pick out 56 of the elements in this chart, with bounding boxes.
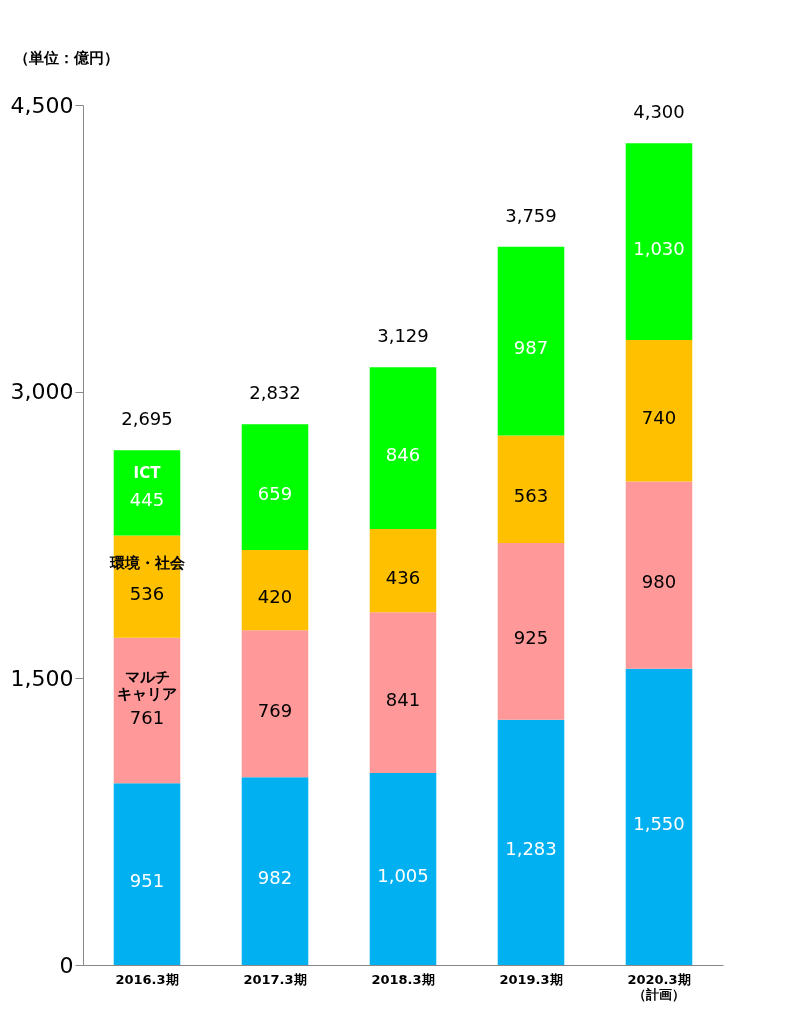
x-tick-label: 2020.3期（計画） [627, 971, 691, 1002]
total-label: 2,695 [121, 408, 173, 430]
bar [113, 783, 181, 965]
data-label: 445 [129, 488, 165, 510]
x-tick-label: 2019.3期 [499, 971, 563, 987]
bar [369, 612, 437, 773]
bar [625, 668, 693, 965]
bar [369, 528, 437, 613]
data-label: 563 [513, 485, 549, 507]
bar [113, 637, 181, 784]
bar [625, 340, 693, 482]
bar [625, 481, 693, 669]
bar [369, 367, 437, 529]
data-label: 1,283 [505, 838, 557, 860]
data-label: 841 [385, 688, 421, 710]
bar [497, 543, 565, 720]
y-tick-label: 4,500 [10, 92, 74, 118]
y-tick-label: 0 [59, 952, 74, 978]
data-label: 659 [257, 483, 293, 505]
bar [241, 777, 309, 965]
bar [369, 772, 437, 965]
y-tick-label: 3,000 [10, 379, 74, 405]
bar [497, 435, 565, 544]
bar [113, 450, 181, 536]
bar [497, 719, 565, 965]
total-label: 3,129 [377, 325, 429, 347]
data-label: 536 [129, 582, 165, 604]
total-label: 2,832 [249, 382, 301, 404]
data-label: 761 [129, 706, 165, 728]
y-axis-title: （単位：億円） [13, 48, 119, 67]
data-label: 980 [641, 571, 677, 593]
series-label: ICT [133, 464, 162, 483]
x-tick-label: 2018.3期 [371, 971, 435, 987]
data-label: 420 [257, 586, 293, 608]
data-label: 1,005 [377, 864, 429, 886]
data-label: 925 [513, 627, 549, 649]
total-label: 4,300 [633, 101, 685, 123]
data-label: 951 [129, 870, 165, 892]
data-label: 987 [513, 337, 549, 359]
bar [241, 550, 309, 631]
y-tick-label: 1,500 [10, 665, 74, 691]
bar [241, 424, 309, 551]
x-tick-label: 2016.3期 [115, 971, 179, 987]
data-label: 740 [641, 406, 677, 428]
bar [241, 630, 309, 778]
data-label: 769 [257, 699, 293, 721]
total-label: 3,759 [505, 204, 557, 226]
data-label: 846 [385, 444, 421, 466]
series-label: マルチキャリア [117, 668, 177, 704]
data-label: 436 [385, 566, 421, 588]
bar [497, 246, 565, 436]
data-label: 1,030 [633, 237, 685, 259]
x-tick-label: 2017.3期 [243, 971, 307, 987]
bar [625, 143, 693, 341]
data-label: 1,550 [633, 812, 685, 834]
data-label: 982 [257, 867, 293, 889]
